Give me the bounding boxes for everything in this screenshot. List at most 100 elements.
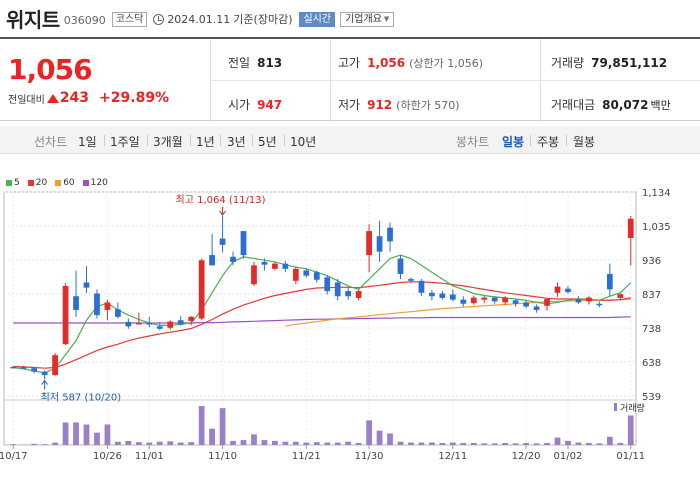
- volume-bar: [617, 442, 624, 445]
- volume-bar: [408, 442, 414, 445]
- tab-5y[interactable]: 5년: [258, 135, 277, 149]
- stat-label: 거래대금: [551, 98, 596, 112]
- volume-bar: [334, 442, 341, 445]
- max-price-label: 최고 1,064 (11/13): [176, 194, 266, 206]
- volume-bar: [240, 440, 247, 445]
- volume-bar: [135, 442, 142, 445]
- volume-bar: [73, 422, 79, 445]
- tab-monthly[interactable]: 월봉: [573, 135, 596, 149]
- stock-code: 036090: [63, 13, 106, 27]
- tab-3m[interactable]: 3개월: [153, 135, 183, 149]
- divider: [284, 135, 285, 146]
- volume-bar: [41, 444, 48, 445]
- volume-bar: [429, 442, 435, 445]
- volume-bar: [261, 440, 268, 445]
- candle: [83, 282, 90, 288]
- tab-3y[interactable]: 3년: [227, 135, 246, 149]
- volume-bar: [355, 442, 362, 445]
- market-badge: 코스닥: [111, 11, 148, 27]
- y-tick-label: 1,134: [642, 188, 671, 199]
- x-tick-label: 01/11: [616, 451, 645, 462]
- volume-legend-swatch: [614, 403, 617, 411]
- tab-1y[interactable]: 1년: [196, 135, 215, 149]
- volume-bar: [397, 441, 404, 445]
- candle: [491, 297, 498, 302]
- legend-ma20: 20: [27, 178, 47, 188]
- divider: [147, 135, 148, 146]
- stat-open: 시가 947: [228, 96, 282, 113]
- current-price: 1,056: [8, 53, 93, 86]
- tab-10y[interactable]: 10년: [290, 135, 317, 149]
- volume-bar: [502, 442, 509, 445]
- stat-prev-close: 전일 813: [228, 54, 282, 71]
- price-summary: 1,056 전일대비 243 +29.89% 전일 813 고가 1,056 (…: [0, 37, 700, 121]
- stat-high: 고가 1,056 (상한가 1,056): [338, 54, 483, 71]
- stat-label: 고가: [338, 56, 361, 70]
- candle: [292, 268, 299, 281]
- candle: [20, 367, 27, 369]
- volume-bar: [219, 408, 226, 445]
- ma5-line: [13, 254, 632, 374]
- volume-bar: [565, 440, 571, 445]
- candle: [439, 293, 446, 298]
- candle: [188, 316, 195, 321]
- candle: [586, 297, 592, 302]
- candle: [449, 294, 456, 300]
- company-overview-label: 기업개요: [345, 13, 382, 25]
- candle: [554, 286, 561, 293]
- x-tick-label: 12/20: [512, 451, 541, 462]
- stat-low: 저가 912 (하한가 570): [338, 96, 460, 113]
- candle: [596, 303, 603, 306]
- candle: [387, 227, 393, 242]
- volume-bar: [596, 443, 603, 445]
- candle: [355, 291, 362, 298]
- company-overview-button[interactable]: 기업개요 ▼: [340, 11, 395, 27]
- y-tick-label: 936: [642, 256, 661, 267]
- up-arrow-icon: [46, 93, 59, 103]
- volume-bar: [324, 442, 331, 445]
- divider: [104, 135, 105, 146]
- stock-header: 위지트 036090 코스닥 2024.01.11 기준(장마감) 실시간 기업…: [0, 0, 700, 36]
- candle: [198, 260, 205, 319]
- candlestick-chart[interactable]: 1,134 1,035 936 837 738 638 539 10/17 10/26 11/01…: [0, 188, 700, 487]
- volume-bar: [10, 444, 17, 445]
- candle: [376, 236, 383, 252]
- candle: [282, 263, 289, 269]
- x-tick-label: 11/10: [208, 451, 237, 462]
- volume-bar: [62, 422, 69, 445]
- candle: [146, 322, 153, 325]
- candle-chart-label[interactable]: 봉차트: [456, 135, 490, 149]
- volume-bar: [481, 443, 488, 445]
- tab-1d[interactable]: 1일: [78, 135, 97, 149]
- legend-ma5: 5: [6, 178, 20, 188]
- volume-bar: [449, 442, 456, 445]
- candle: [324, 277, 331, 292]
- candle: [31, 368, 38, 372]
- candle: [512, 300, 519, 304]
- tab-1w[interactable]: 1주일: [110, 135, 140, 149]
- stock-name: 위지트: [6, 7, 60, 32]
- stat-label: 전일: [228, 56, 251, 70]
- volume-bar: [533, 443, 540, 445]
- line-chart-label[interactable]: 선차트: [34, 135, 68, 149]
- volume-bar: [418, 442, 425, 445]
- candle: [10, 366, 17, 369]
- candle: [209, 255, 215, 266]
- candle: [125, 321, 132, 327]
- realtime-button[interactable]: 실시간: [299, 11, 336, 27]
- candle: [94, 293, 100, 316]
- divider: [220, 135, 221, 146]
- volume-bar: [31, 443, 38, 445]
- volume-bar: [94, 432, 100, 445]
- volume-bar: [125, 440, 132, 445]
- candle: [156, 326, 163, 329]
- volume-bar: [376, 430, 383, 445]
- y-tick-label: 638: [642, 358, 661, 369]
- tab-daily[interactable]: 일봉: [502, 135, 525, 149]
- tab-weekly[interactable]: 주봉: [537, 135, 560, 149]
- volume-bar: [167, 441, 174, 445]
- upper-limit: (상한가 1,056): [409, 57, 483, 70]
- legend-ma60: 60: [55, 178, 75, 188]
- volume-bar: [198, 406, 205, 445]
- volume-legend-label: 거래량: [620, 402, 645, 414]
